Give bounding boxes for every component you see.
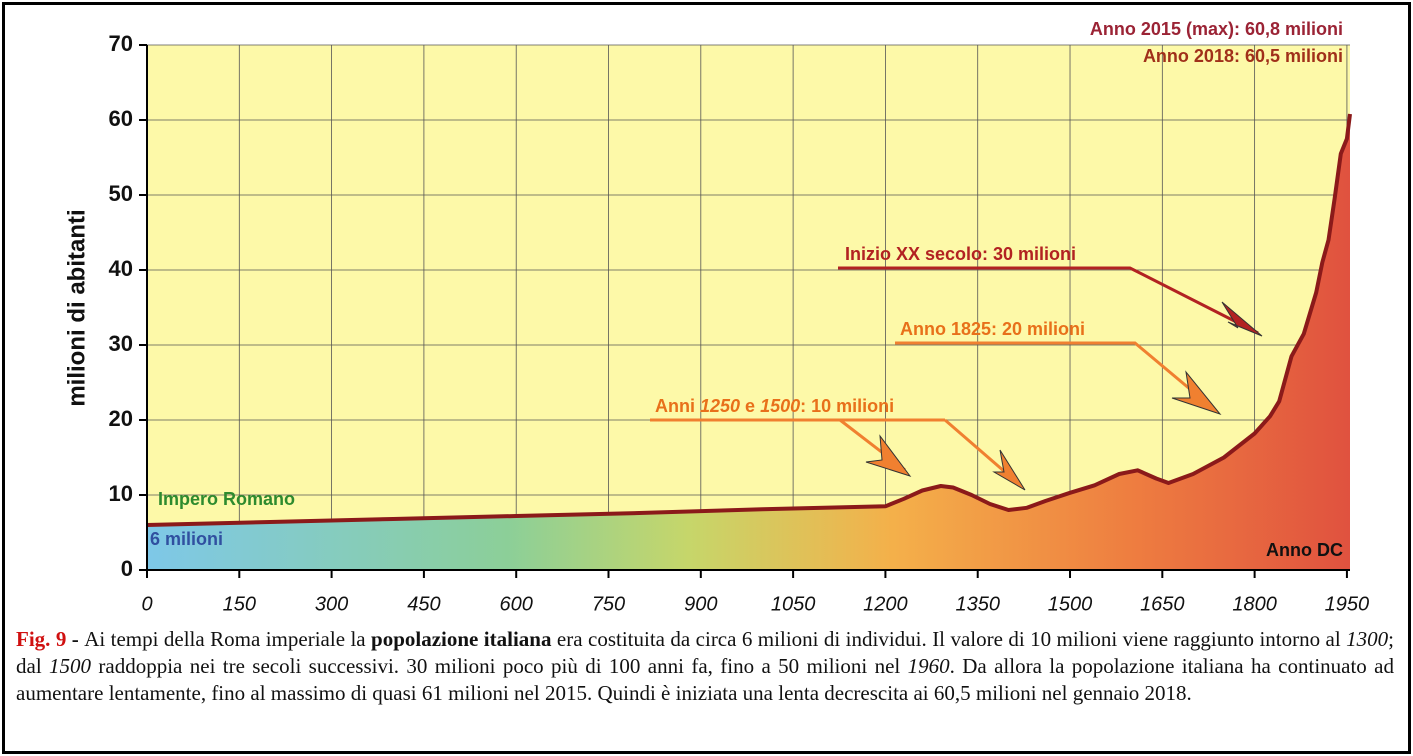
x-tick-label: 300 [315, 593, 348, 615]
x-tick-label: 1050 [771, 593, 816, 615]
y-tick-label: 0 [121, 556, 133, 581]
annotation-part: 1500 [760, 396, 800, 416]
annotation: Inizio XX secolo: 30 milioni [845, 244, 1076, 264]
caption-text: 1300 [1346, 627, 1389, 651]
y-tick-label: 70 [109, 31, 133, 56]
caption-text: 1500 [49, 654, 92, 678]
leader [838, 266, 1259, 335]
x-tick-label: 1500 [1048, 593, 1093, 615]
y-tick-label: 10 [109, 481, 133, 506]
annotation: 6 milioni [150, 529, 223, 549]
series-line [146, 113, 1352, 527]
caption-text: era costituita da circa 6 milioni di ind… [551, 627, 1347, 651]
annotation-part: 1250 [700, 396, 740, 416]
area-fill [147, 114, 1350, 570]
arrowhead [992, 449, 1026, 491]
x-tick-label: 750 [592, 593, 625, 615]
y-tick-label: 40 [109, 256, 133, 281]
y-axis-label: milioni di abitanti [63, 209, 90, 406]
caption-text: - [66, 627, 85, 651]
caption-text: raddoppia nei tre secoli successivi. 30 … [91, 654, 908, 678]
y-tick-label: 20 [109, 406, 133, 431]
x-tick-label: 600 [500, 593, 533, 615]
x-tick-label: 1650 [1140, 593, 1185, 615]
y-tick-label: 60 [109, 106, 133, 131]
arrowhead [1171, 370, 1222, 416]
y-tick-label: 30 [109, 331, 133, 356]
annotation-part: : 10 milioni [800, 396, 894, 416]
x-tick-label: 1950 [1325, 593, 1370, 615]
x-tick-label: 1350 [955, 593, 1000, 615]
caption-text: . Da allora la popolazione italiana ha c… [16, 654, 1394, 705]
y-tick-label: 50 [109, 181, 133, 206]
annotation-part: e [740, 396, 760, 416]
caption-text: popolazione italiana [371, 627, 552, 651]
annotation: Anni 1250 e 1500: 10 milioni [655, 396, 894, 416]
annotation: Anno DC [1266, 540, 1343, 560]
x-tick-label: 1200 [863, 593, 908, 615]
x-tick-label: 150 [223, 593, 256, 615]
arrowhead [865, 434, 912, 477]
x-tick-label: 900 [684, 593, 717, 615]
x-tick-label: 1800 [1232, 593, 1277, 615]
chart: milioni di abitanti Anno 2015 (max): 60,… [63, 19, 1370, 616]
annotation: Anno 1825: 20 milioni [900, 319, 1085, 339]
caption-text: Ai tempi della Roma imperiale la [84, 627, 372, 651]
figure-label: Fig. 9 [16, 627, 67, 651]
arrowhead [1221, 301, 1263, 337]
annotation: Impero Romano [158, 489, 295, 509]
caption: Fig. 9 - Ai tempi della Roma imperiale l… [16, 626, 1394, 707]
x-tick-label: 0 [141, 593, 152, 615]
annotation: Anno 2018: 60,5 milioni [1143, 46, 1343, 66]
caption-text: 1960 [907, 654, 950, 678]
caption-text: ; dal [16, 627, 1394, 678]
annotation: Anno 2015 (max): 60,8 milioni [1090, 19, 1343, 39]
annotation-part: Anni [655, 396, 700, 416]
x-tick-label: 450 [407, 593, 440, 615]
